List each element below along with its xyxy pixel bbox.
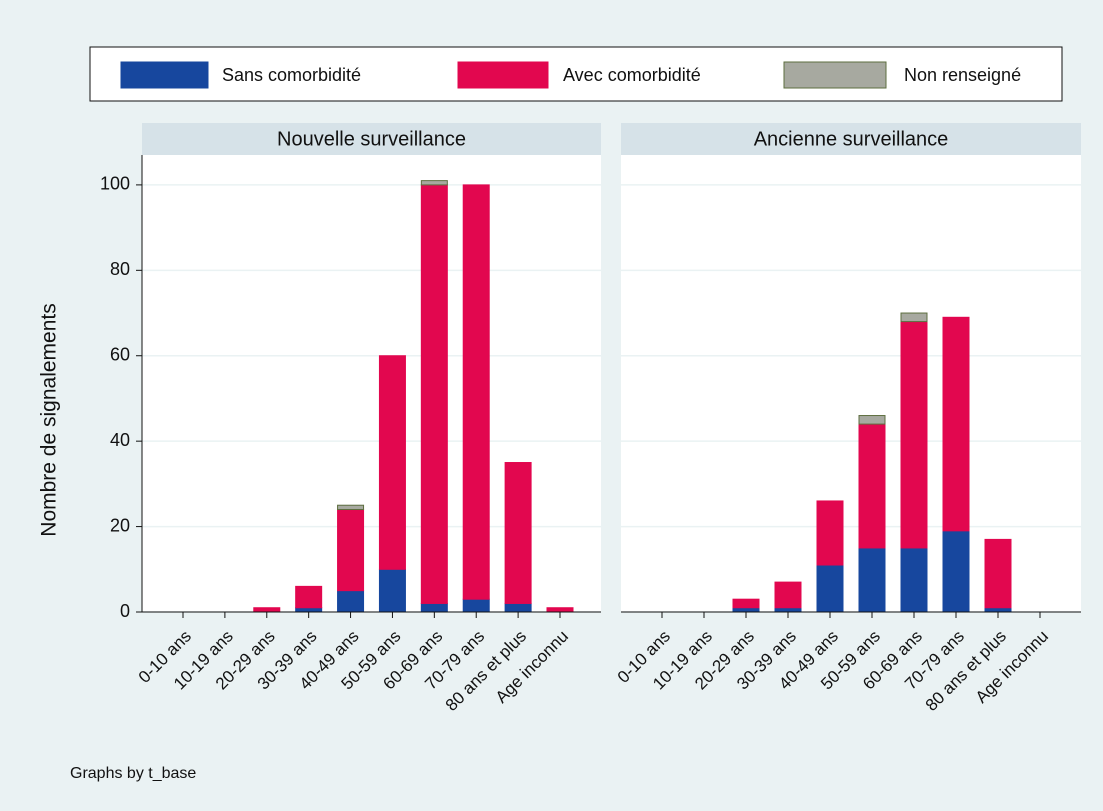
bar-segment [378,355,406,570]
y-tick-label: 0 [120,601,130,621]
bar-segment [858,423,886,549]
legend-label: Avec comorbidité [563,65,701,85]
panel-title: Ancienne surveillance [754,128,949,150]
y-tick-label: 80 [110,259,130,279]
bar-segment [900,321,928,549]
bar-segment [420,602,448,613]
bar-segment [732,607,760,613]
bar-segment [378,568,406,613]
bar-segment [253,607,281,613]
y-tick-label: 100 [100,174,130,194]
bar-segment [942,530,970,613]
bar-segment [295,607,323,613]
bar-segment [546,607,574,613]
bar-segment [337,508,365,592]
bar-segment [816,500,844,566]
bar-segment [420,184,448,604]
y-axis-title: Nombre de signalements [38,303,61,536]
legend [89,46,1063,102]
bar-segment [942,316,970,532]
bar-segment [337,504,365,510]
bar-segment [984,607,1012,613]
legend-key [783,61,887,89]
bar-segment [504,462,532,604]
bar-segment [337,590,365,613]
bar-segment [984,538,1012,609]
y-tick-label: 20 [110,515,130,535]
bar-segment [774,581,802,609]
y-tick-label: 60 [110,344,130,364]
bar-segment [732,598,760,609]
bar-segment [295,585,323,609]
bar-segment [900,312,928,323]
legend-key [120,61,209,89]
bar-segment [462,598,490,613]
bar-segment [858,415,886,425]
bar-segment [504,602,532,613]
panel-header [621,123,1081,155]
bar-segment [900,547,928,613]
legend-label: Sans comorbidité [222,65,361,85]
bar-segment [774,607,802,613]
legend-label: Non renseigné [904,65,1021,85]
bar-segment [420,180,448,186]
y-tick-label: 40 [110,430,130,450]
bar-segment [462,184,490,600]
plot-area [142,155,601,612]
plot-area [621,155,1081,612]
bar-segment [858,547,886,613]
panel-title: Nouvelle surveillance [277,128,466,150]
note: Graphs by t_base [70,765,196,782]
legend-key [457,61,549,89]
panel-header [142,123,601,155]
bar-segment [816,564,844,613]
